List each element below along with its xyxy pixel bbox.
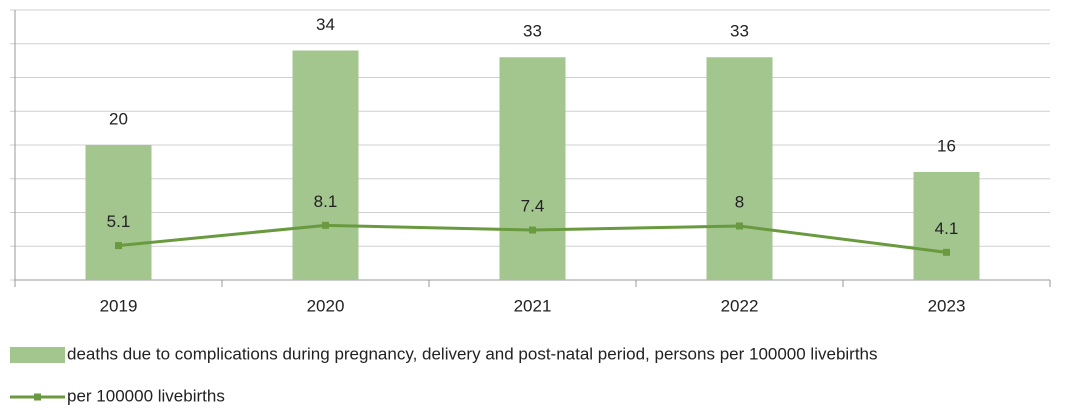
line-marker <box>529 226 536 234</box>
x-tick-label: 2020 <box>307 296 345 315</box>
legend-swatch <box>10 347 65 363</box>
bar-value-label: 33 <box>730 22 749 41</box>
bar <box>85 145 152 280</box>
bar-value-label: 16 <box>937 136 956 155</box>
bar-value-label: 33 <box>523 22 542 41</box>
bar <box>706 57 773 280</box>
legend-label: deaths due to complications during pregn… <box>67 344 878 363</box>
line-marker <box>322 221 329 229</box>
x-tick-label: 2023 <box>928 296 966 315</box>
x-tick-label: 2022 <box>721 296 759 315</box>
bar-value-label: 34 <box>316 15 335 34</box>
legend-label: per 100000 livebirths <box>67 386 225 405</box>
bar <box>913 172 980 280</box>
legend-swatch-marker <box>34 393 41 401</box>
line-value-label: 8 <box>735 192 744 211</box>
line-value-label: 7.4 <box>521 197 545 216</box>
bar-value-label: 20 <box>109 109 128 128</box>
line-value-label: 5.1 <box>107 212 131 231</box>
line-marker <box>115 242 122 250</box>
line-value-label: 8.1 <box>314 192 338 211</box>
line-marker <box>943 248 950 256</box>
x-tick-label: 2019 <box>100 296 138 315</box>
bar <box>292 50 359 280</box>
x-tick-label: 2021 <box>514 296 552 315</box>
line-value-label: 4.1 <box>935 219 959 238</box>
line-marker <box>736 222 743 230</box>
bar <box>499 57 566 280</box>
